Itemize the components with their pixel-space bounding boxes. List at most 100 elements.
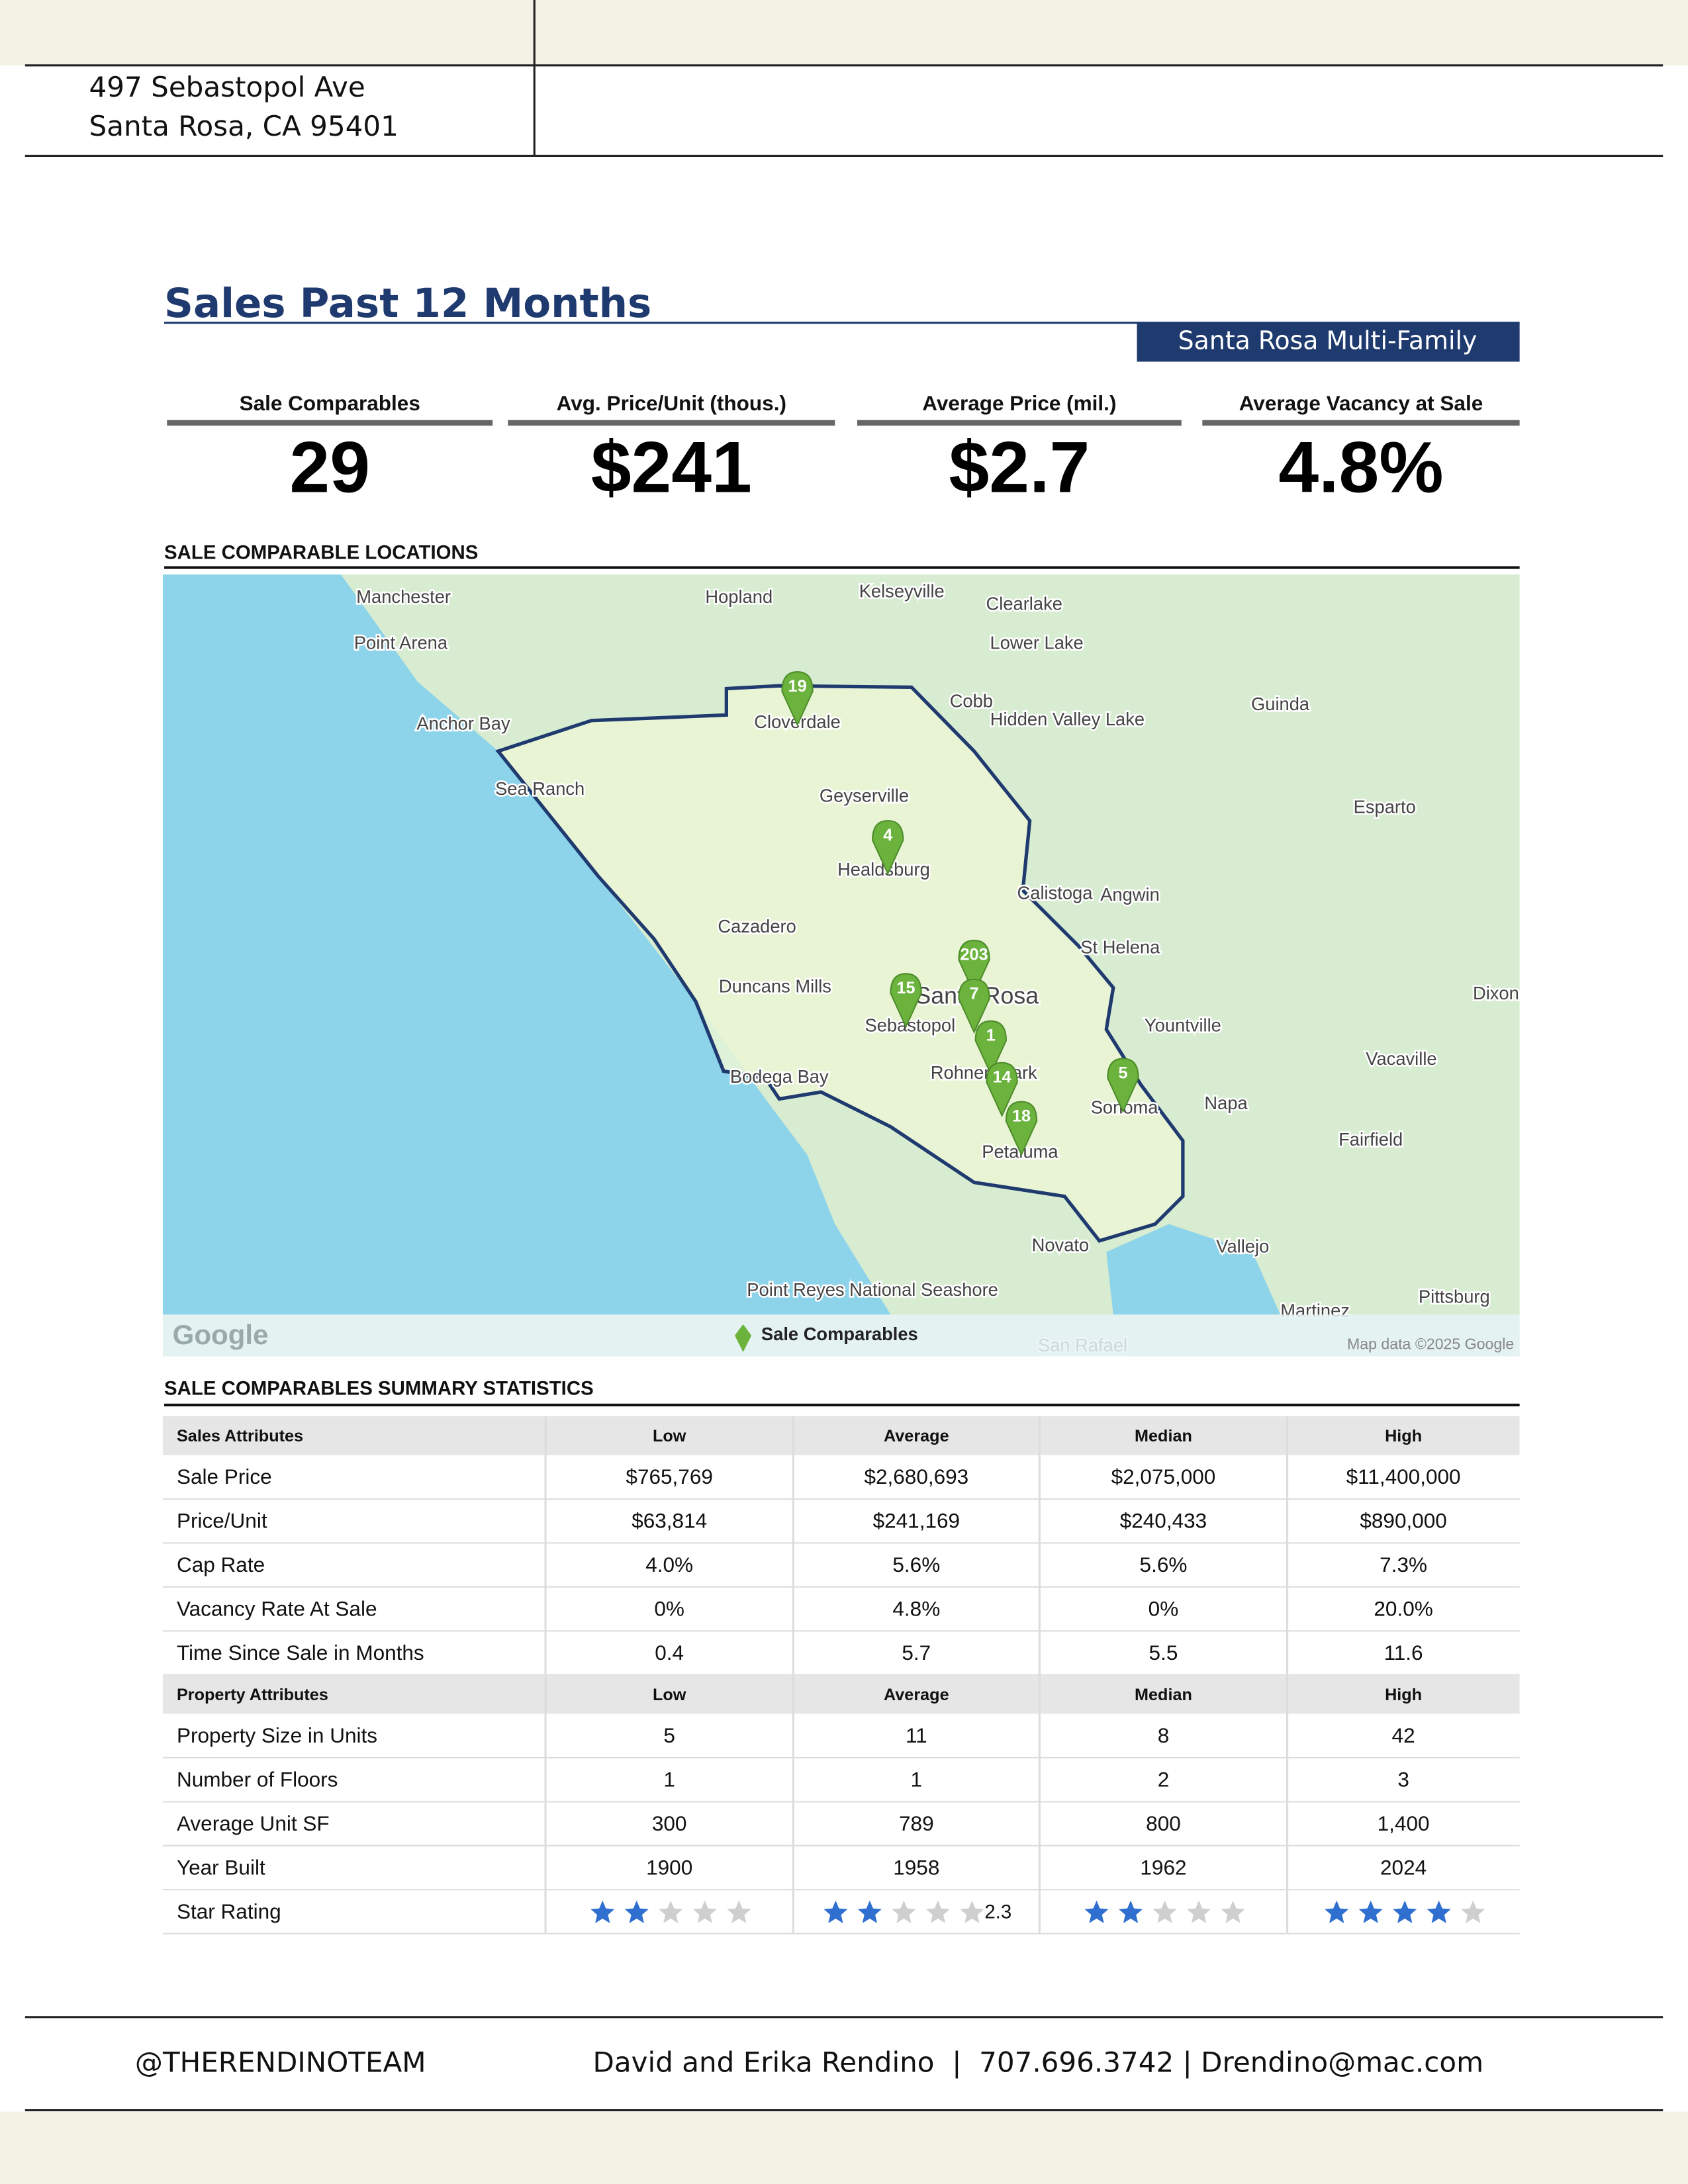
section-title: Sales Past 12 Months bbox=[164, 280, 651, 327]
marker-label: 7 bbox=[970, 985, 979, 1003]
column-header: High bbox=[1385, 1427, 1422, 1445]
star bbox=[1393, 1900, 1417, 1923]
place-label: Kelseyville bbox=[859, 581, 945, 602]
footer-contact: David and Erika Rendino | 707.696.3742 |… bbox=[593, 2046, 1484, 2079]
cell: $765,769 bbox=[626, 1465, 712, 1488]
star bbox=[892, 1900, 916, 1923]
place-label: Calistoga bbox=[1017, 883, 1094, 903]
star bbox=[727, 1900, 751, 1923]
place-label: Anchor Bay bbox=[416, 713, 510, 733]
cell: $11,400,000 bbox=[1346, 1465, 1461, 1488]
map-marker bbox=[1005, 1101, 1038, 1157]
star bbox=[1221, 1900, 1245, 1923]
star bbox=[960, 1900, 984, 1923]
map-marker bbox=[974, 1020, 1007, 1076]
cell: 1962 bbox=[1140, 1855, 1186, 1879]
cell: $241,169 bbox=[873, 1509, 960, 1533]
place-label: Bodega Bay bbox=[730, 1066, 829, 1087]
place-label: Vacaville bbox=[1366, 1048, 1436, 1069]
cell: 1900 bbox=[646, 1855, 692, 1879]
badge: Santa Rosa Multi-Family bbox=[1178, 326, 1477, 355]
stat-rule bbox=[167, 420, 493, 426]
star bbox=[1152, 1900, 1177, 1923]
place-label: Lower Lake bbox=[990, 632, 1084, 653]
map: Manchester Point Arena Anchor Bay Sea Ranch… bbox=[162, 574, 1521, 1357]
place-label: Geyserville bbox=[820, 786, 909, 806]
place-label: Guinda bbox=[1251, 694, 1310, 714]
marker-label: 19 bbox=[788, 677, 807, 696]
map-bay bbox=[1106, 1224, 1281, 1315]
map-logo: Google bbox=[173, 1319, 269, 1350]
cell: 1958 bbox=[893, 1855, 939, 1879]
place-label: Napa bbox=[1204, 1093, 1248, 1113]
place-label: Hopland bbox=[705, 586, 773, 607]
place-label: St Helena bbox=[1080, 937, 1160, 958]
stat-label: Sale Comparables bbox=[240, 391, 420, 415]
stat-rule bbox=[857, 420, 1182, 426]
place-label: Cazadero bbox=[718, 916, 796, 936]
marker-label: 14 bbox=[993, 1068, 1011, 1087]
row-label: Cap Rate bbox=[177, 1553, 265, 1576]
table-header-bg bbox=[162, 1416, 1520, 1455]
cell: 4.8% bbox=[892, 1597, 940, 1621]
bottom-band bbox=[0, 2111, 1688, 2184]
map-marker bbox=[781, 671, 814, 727]
place-label: Hidden Valley Lake bbox=[990, 709, 1145, 729]
stat-value: 29 bbox=[289, 428, 370, 508]
cell: $2,075,000 bbox=[1111, 1465, 1216, 1488]
row-label: Property Size in Units bbox=[177, 1723, 377, 1747]
place-label: Novato bbox=[1032, 1235, 1090, 1255]
row-label: Number of Floors bbox=[177, 1768, 338, 1792]
star bbox=[1427, 1900, 1451, 1923]
column-header: Low bbox=[653, 1427, 686, 1445]
star bbox=[1461, 1900, 1485, 1923]
cell: 11.6 bbox=[1384, 1641, 1423, 1664]
marker-label: 18 bbox=[1012, 1107, 1031, 1125]
place-label: Point Arena bbox=[354, 632, 448, 653]
cell: 5.6% bbox=[1140, 1553, 1188, 1576]
cell: $2,680,693 bbox=[864, 1465, 968, 1488]
column-header: Median bbox=[1135, 1686, 1192, 1704]
cell: 42 bbox=[1392, 1723, 1415, 1747]
badge-bg bbox=[1137, 322, 1520, 362]
row-label: Star Rating bbox=[177, 1899, 281, 1923]
column-header: Average bbox=[884, 1427, 949, 1445]
place-label: Clearlake bbox=[986, 594, 1062, 614]
star bbox=[1325, 1900, 1349, 1923]
cell: $240,433 bbox=[1120, 1509, 1207, 1533]
map-title: SALE COMPARABLE LOCATIONS bbox=[164, 541, 478, 563]
place-label: Point Reyes National Seashore bbox=[747, 1279, 998, 1300]
column-header: Property Attributes bbox=[177, 1686, 328, 1704]
stat-value: $2.7 bbox=[949, 428, 1090, 508]
star-score: 2.3 bbox=[984, 1901, 1011, 1923]
address-line: Santa Rosa, CA 95401 bbox=[89, 110, 399, 142]
place-label: Yountville bbox=[1145, 1015, 1221, 1035]
place-label: Angwin bbox=[1100, 884, 1160, 905]
cell: 4.0% bbox=[645, 1553, 693, 1576]
stats-table: Sales Attributes Low Average Median High Sale… bbox=[162, 1416, 1520, 1934]
cell: 11 bbox=[906, 1723, 927, 1747]
cell: 2024 bbox=[1380, 1855, 1427, 1879]
star bbox=[823, 1900, 848, 1923]
column-header: High bbox=[1385, 1686, 1422, 1704]
place-label: Duncans Mills bbox=[719, 976, 831, 997]
star bbox=[1118, 1900, 1143, 1923]
map-marker bbox=[890, 973, 922, 1028]
map-sea bbox=[162, 574, 891, 1315]
map-attribution: Map data ©2025 Google bbox=[1347, 1336, 1514, 1353]
legend-icon bbox=[734, 1324, 752, 1353]
table-title: SALE COMPARABLES SUMMARY STATISTICS bbox=[164, 1378, 594, 1400]
star bbox=[590, 1900, 615, 1923]
row-label: Price/Unit bbox=[177, 1509, 267, 1533]
cell: 300 bbox=[652, 1811, 687, 1835]
cell: 8 bbox=[1158, 1723, 1170, 1747]
legend-label: Sale Comparables bbox=[761, 1324, 918, 1344]
cell: 800 bbox=[1146, 1811, 1181, 1835]
star bbox=[659, 1900, 683, 1923]
marker-label: 1 bbox=[986, 1026, 996, 1045]
cell: 1 bbox=[911, 1768, 923, 1792]
column-header: Sales Attributes bbox=[177, 1427, 303, 1445]
map-marker bbox=[986, 1062, 1018, 1118]
stat-value: $241 bbox=[591, 428, 752, 508]
top-band bbox=[0, 0, 1688, 66]
